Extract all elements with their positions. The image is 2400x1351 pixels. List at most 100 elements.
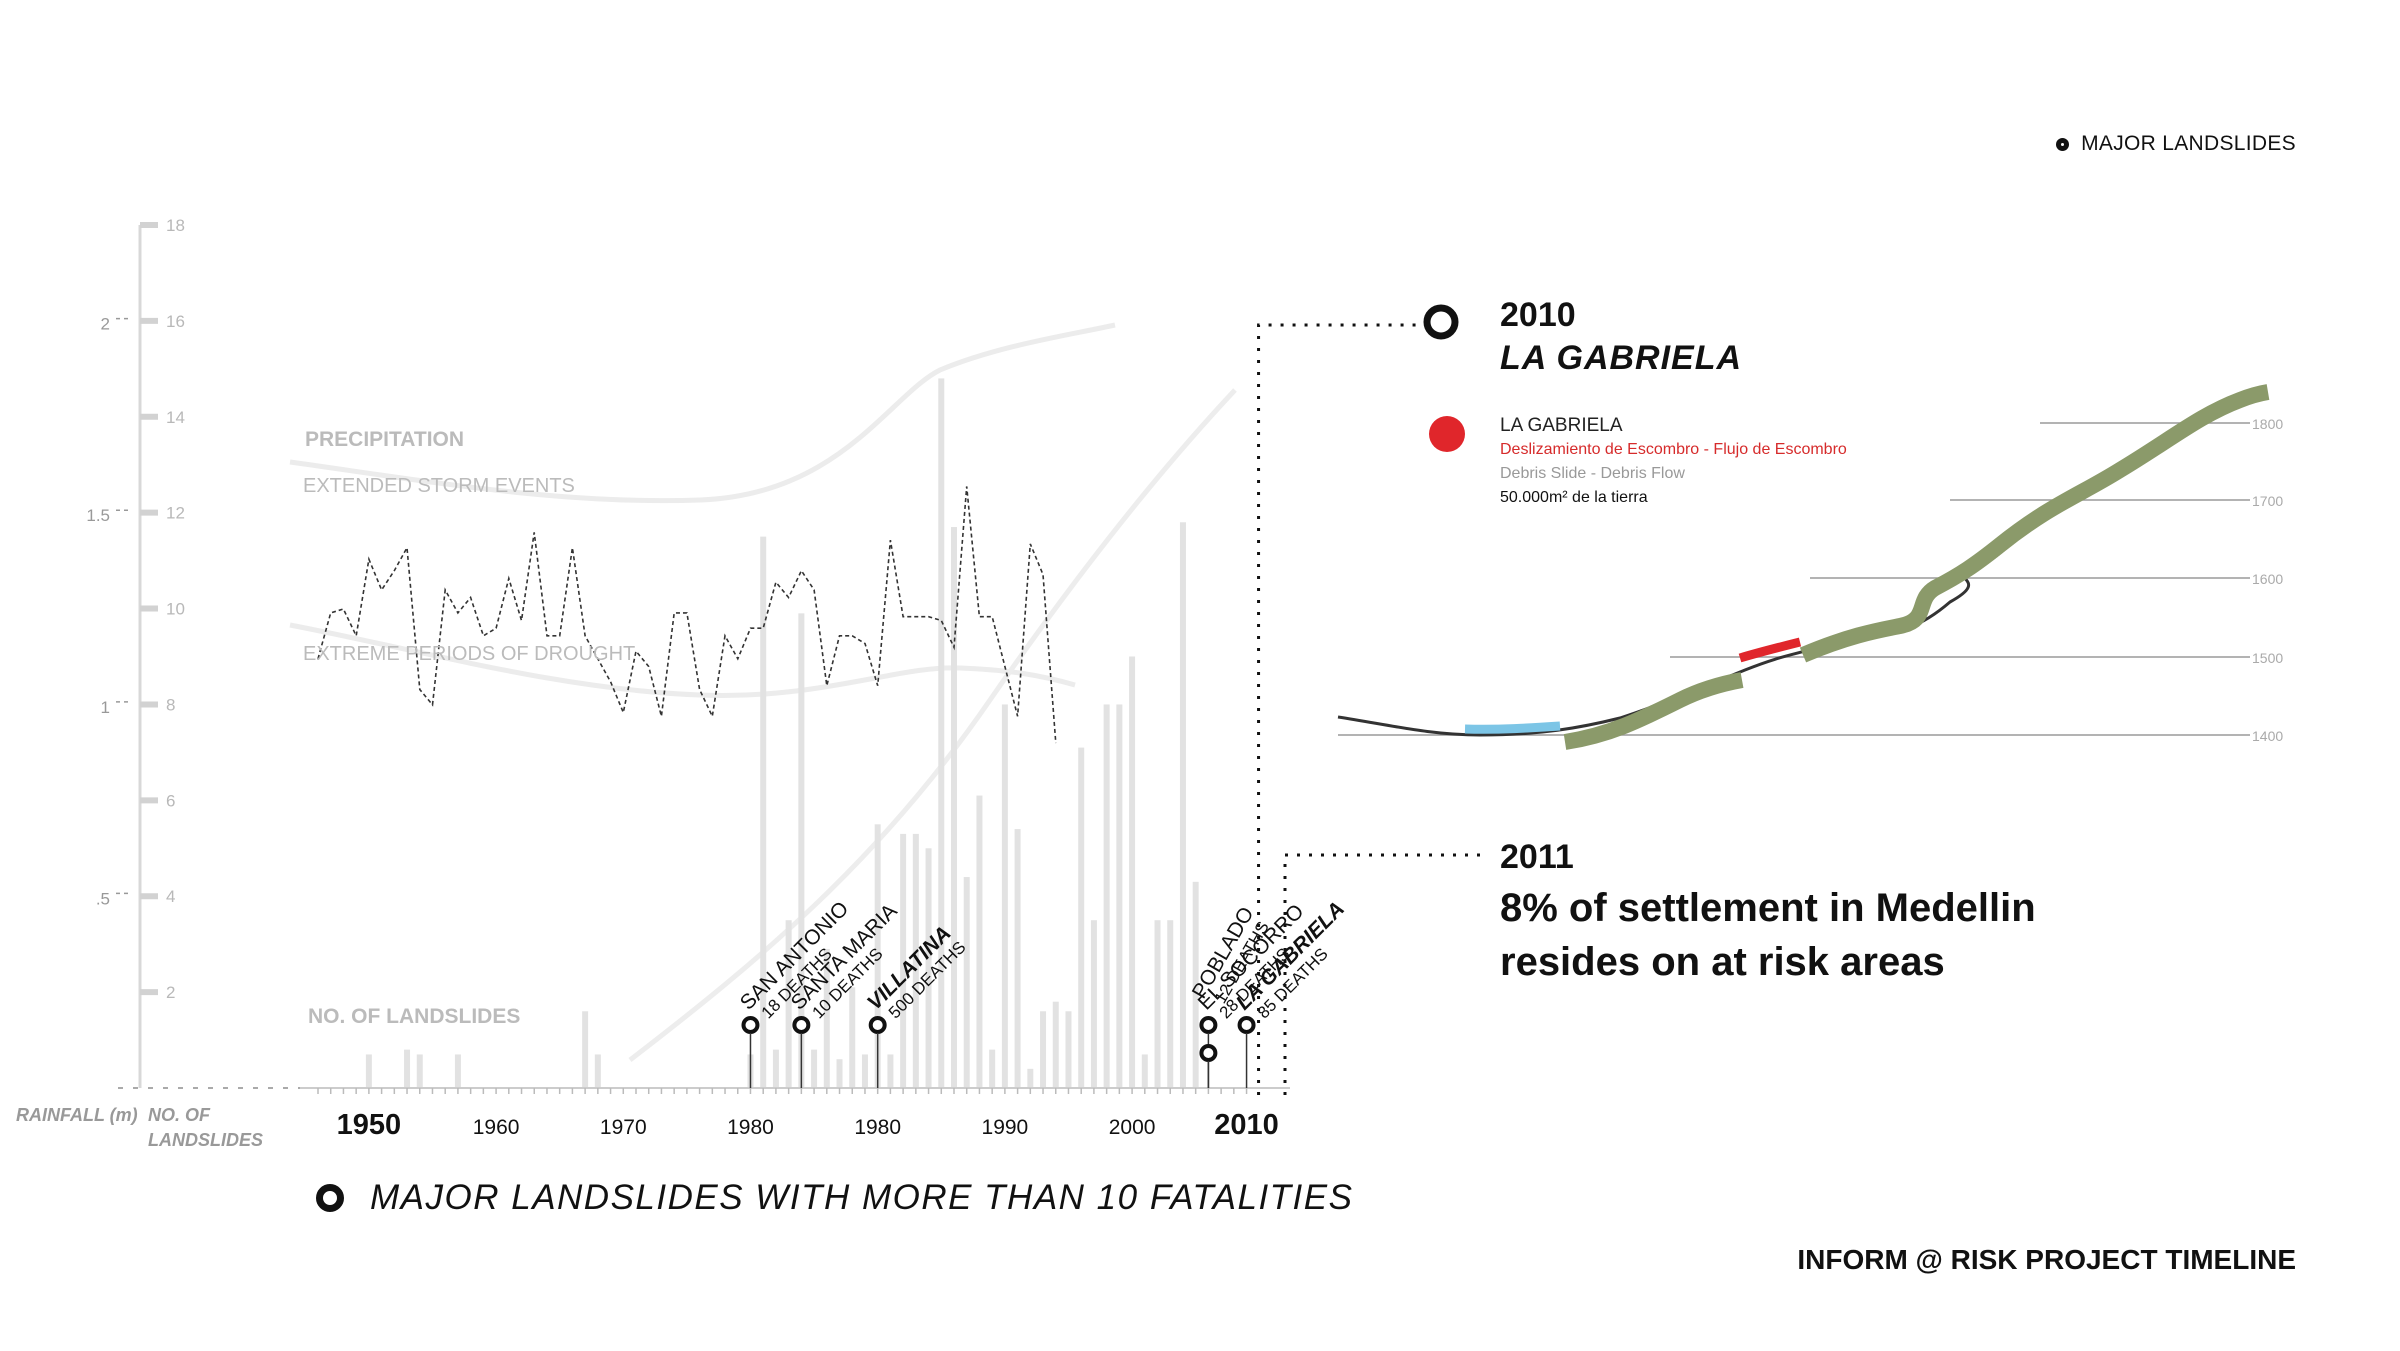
ring-icon bbox=[316, 1184, 344, 1212]
year-label: 1970 bbox=[600, 1116, 647, 1139]
rainfall-tick-label: 1.5 bbox=[86, 506, 110, 525]
landslide-bar bbox=[404, 1049, 411, 1088]
precipitation-label: PRECIPITATION bbox=[305, 428, 464, 451]
event-2010-ring bbox=[1423, 304, 1459, 340]
landslide-bar bbox=[1078, 747, 1085, 1088]
event-2011: 2011 8% of settlement in Medellin reside… bbox=[1500, 838, 2036, 989]
major-landslide-marker bbox=[1199, 1016, 1218, 1034]
year-label: 1960 bbox=[473, 1116, 520, 1139]
drought-label: EXTREME PERIODS OF DROUGHT bbox=[303, 643, 635, 665]
landslide-bar bbox=[772, 1049, 779, 1088]
landslide-bar bbox=[1001, 704, 1008, 1088]
landslides-label: NO. OF LANDSLIDES bbox=[308, 1005, 520, 1028]
landslide-bar bbox=[454, 1054, 461, 1088]
ring-icon bbox=[2056, 137, 2070, 151]
series-labels: PRECIPITATION EXTENDED STORM EVENTS EXTREM… bbox=[303, 428, 635, 1028]
elevation-label: 1700 bbox=[2252, 493, 2283, 509]
storm-label: EXTENDED STORM EVENTS bbox=[303, 475, 575, 497]
connector-2011 bbox=[1283, 853, 1485, 1095]
landslide-bar bbox=[938, 378, 945, 1088]
landslide-bar bbox=[900, 833, 907, 1088]
year-label: 1950 bbox=[337, 1109, 402, 1141]
landslide-bar bbox=[798, 613, 805, 1088]
rainfall-axis-title: RAINFALL (m) bbox=[16, 1105, 138, 1125]
trend-curves bbox=[289, 322, 1237, 1062]
rainfall-tick-label: 2 bbox=[101, 315, 110, 334]
event-2010: 2010 LA GABRIELA bbox=[1500, 296, 1742, 378]
landslides-tick-label: 10 bbox=[166, 600, 185, 619]
landslide-bar bbox=[976, 795, 983, 1088]
rainfall-series bbox=[317, 486, 1057, 744]
event-2011-line1: 8% of settlement in Medellin bbox=[1500, 886, 2036, 930]
detail-en: Debris Slide - Debris Flow bbox=[1500, 465, 1685, 482]
landslide-bar bbox=[1154, 920, 1161, 1088]
landslide-bar bbox=[912, 833, 919, 1088]
landslide-bar bbox=[1065, 1011, 1072, 1088]
landslide-bar bbox=[861, 1054, 868, 1088]
landslide-bar bbox=[365, 1054, 372, 1088]
bottom-legend-label: MAJOR LANDSLIDES WITH MORE THAN 10 FATAL… bbox=[370, 1178, 1354, 1217]
landslide-bar bbox=[1040, 1011, 1047, 1088]
top-legend: MAJOR LANDSLIDES bbox=[2056, 132, 2296, 156]
landslide-bar bbox=[1129, 656, 1136, 1088]
year-label: 1990 bbox=[982, 1116, 1029, 1139]
landslide-bar bbox=[951, 527, 957, 1088]
landslides-axis-title: LANDSLIDES bbox=[148, 1130, 263, 1150]
event-2010-year: 2010 bbox=[1500, 296, 1576, 334]
connector-2010 bbox=[1257, 323, 1420, 1095]
detail-es: Deslizamiento de Escombro - Flujo de Esc… bbox=[1500, 441, 1847, 458]
landslide-bar bbox=[1014, 829, 1021, 1088]
major-landslide-marker bbox=[868, 1016, 887, 1034]
landslide-bar bbox=[989, 1049, 996, 1088]
elevation-label: 1600 bbox=[2252, 571, 2283, 587]
event-2011-line2: resides on at risk areas bbox=[1500, 940, 1945, 984]
landslides-tick-label: 14 bbox=[166, 408, 185, 427]
landslide-bar bbox=[1027, 1068, 1034, 1088]
bottom-legend: MAJOR LANDSLIDES WITH MORE THAN 10 FATAL… bbox=[316, 1178, 1353, 1218]
year-label: 1980 bbox=[727, 1116, 774, 1139]
risk-band bbox=[1563, 672, 1744, 750]
event-2011-text: 8% of settlement in Medellin resides on … bbox=[1500, 881, 2036, 989]
rainfall-tick-label: .5 bbox=[96, 889, 110, 908]
river-segment bbox=[1464, 721, 1561, 734]
landslide-bar bbox=[836, 1059, 843, 1088]
landslide-bar bbox=[594, 1054, 601, 1088]
precipitation-trend bbox=[289, 322, 1116, 504]
landslide-bar bbox=[811, 1049, 818, 1088]
landslide-bar bbox=[823, 948, 830, 1088]
landslide-bar bbox=[874, 824, 881, 1088]
elevation-label: 1500 bbox=[2252, 650, 2283, 666]
gabriela-slide-segment bbox=[1738, 637, 1802, 663]
detail-title: LA GABRIELA bbox=[1500, 415, 1623, 436]
landslide-bar bbox=[760, 536, 767, 1088]
landslide-bar bbox=[849, 987, 856, 1088]
landslides-axis-title: NO. OF bbox=[148, 1105, 211, 1125]
event-2010-detail: LA GABRIELA Deslizamiento de Escombro - … bbox=[1500, 414, 1847, 510]
elevation-label: 1400 bbox=[2252, 728, 2283, 744]
landslide-bar bbox=[1141, 1054, 1148, 1088]
landslide-bar bbox=[1192, 881, 1199, 1088]
top-legend-label: MAJOR LANDSLIDES bbox=[2081, 132, 2296, 155]
red-dot-icon bbox=[1429, 416, 1465, 452]
event-2011-year: 2011 bbox=[1500, 838, 1574, 876]
drought-trend bbox=[289, 622, 1076, 698]
rainfall-line bbox=[317, 486, 1057, 744]
landslide-bar bbox=[582, 1011, 589, 1088]
year-label: 2000 bbox=[1109, 1116, 1156, 1139]
landslide-bar bbox=[1179, 522, 1186, 1088]
landslide-bar bbox=[1167, 920, 1174, 1088]
landslide-bar bbox=[1052, 1001, 1059, 1088]
landslide-bar bbox=[785, 920, 792, 1088]
landslide-bar bbox=[887, 1054, 894, 1088]
landslide-bar bbox=[963, 877, 970, 1088]
landslides-tick-label: 12 bbox=[166, 504, 185, 523]
detail-volume: 50.000m² de la tierra bbox=[1500, 489, 1648, 506]
landslide-bar bbox=[925, 848, 932, 1088]
footer-title: INFORM @ RISK PROJECT TIMELINE bbox=[1797, 1244, 2296, 1275]
major-landslide-marker bbox=[741, 1016, 760, 1034]
la-gabriela-profile: 1800 1700 1600 1500 1400 bbox=[1337, 384, 2283, 750]
year-label: 2010 bbox=[1214, 1109, 1279, 1141]
year-label: 1980 bbox=[854, 1116, 901, 1139]
